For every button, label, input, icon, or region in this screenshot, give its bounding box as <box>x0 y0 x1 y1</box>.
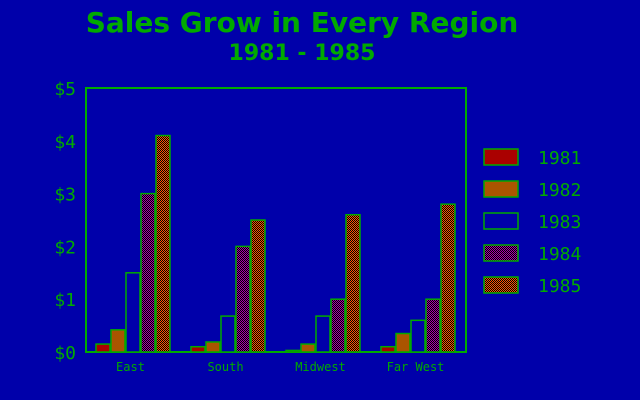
bar-1984-midwest <box>330 298 346 353</box>
y-tick-label: $0 <box>54 343 76 364</box>
bar-series <box>95 134 456 353</box>
y-tick-label: $1 <box>54 290 76 311</box>
legend-label-1985: 1985 <box>538 276 581 297</box>
plot-frame <box>85 87 467 353</box>
bar-1983-south <box>220 315 236 353</box>
bar-1985-far-west <box>440 203 456 353</box>
bar-1984-south <box>235 245 251 353</box>
y-tick-label: $3 <box>54 185 76 206</box>
bar-1981-east <box>95 343 111 353</box>
x-tick-label: East <box>116 360 145 374</box>
bar-1982-east <box>110 329 126 353</box>
bar-1982-south <box>205 341 221 353</box>
bar-1985-midwest <box>345 213 361 353</box>
legend-swatch-1982 <box>483 180 519 198</box>
bar-1982-far-west <box>395 332 411 353</box>
legend-swatch-1985 <box>483 276 519 294</box>
legend-label-1984: 1984 <box>538 244 581 265</box>
y-tick-label: $2 <box>54 237 76 258</box>
legend-label-1983: 1983 <box>538 212 581 233</box>
bar-1981-south <box>190 345 206 353</box>
legend: 1981 1982 1983 1984 1985 <box>483 148 581 297</box>
legend-swatch-1981 <box>483 148 519 166</box>
bar-1985-south <box>250 219 266 353</box>
y-tick-label: $4 <box>54 132 76 153</box>
chart-subtitle: 1981 - 1985 <box>229 41 376 66</box>
x-tick-label: Far West <box>387 360 445 374</box>
legend-label-1982: 1982 <box>538 180 581 201</box>
bar-1983-east <box>125 272 141 353</box>
bar-1981-midwest <box>285 349 301 353</box>
bar-1982-midwest <box>300 343 316 353</box>
x-tick-label: Midwest <box>295 360 346 374</box>
bar-1984-far-west <box>425 298 441 353</box>
bar-1984-east <box>140 192 156 353</box>
legend-swatch-1984 <box>483 244 519 262</box>
bar-1983-midwest <box>315 315 331 353</box>
bar-1983-far-west <box>410 319 426 353</box>
legend-label-1981: 1981 <box>538 148 581 169</box>
y-tick-label: $5 <box>54 79 76 100</box>
bar-1981-far-west <box>380 345 396 353</box>
x-tick-label: South <box>207 360 243 374</box>
y-axis-ticks: $0 $1 $2 $3 $4 $5 <box>54 79 76 364</box>
bar-1985-east <box>155 134 171 353</box>
legend-swatch-1983 <box>483 212 519 230</box>
chart-title: Sales Grow in Every Region <box>86 6 519 39</box>
x-axis-ticks: East South Midwest Far West <box>116 360 444 374</box>
